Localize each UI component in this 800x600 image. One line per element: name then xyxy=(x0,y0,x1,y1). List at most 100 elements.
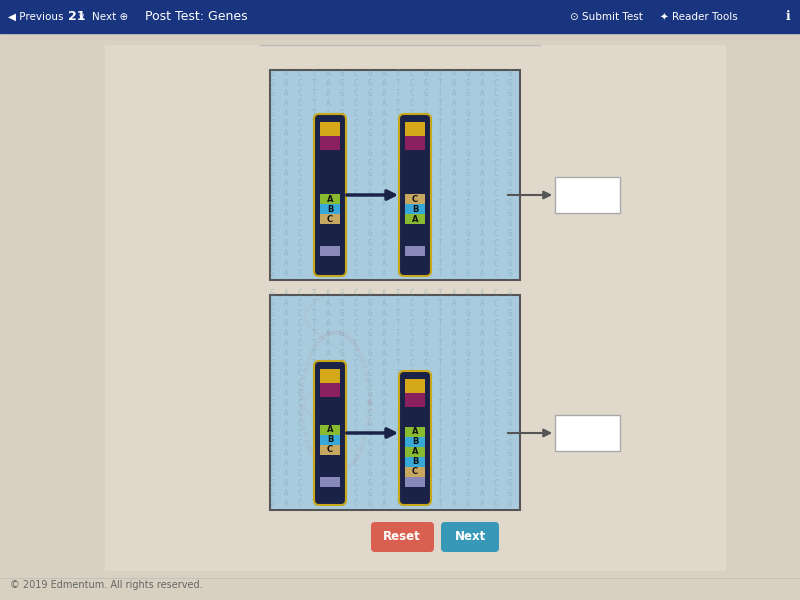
Bar xyxy=(320,122,340,136)
Text: G: G xyxy=(424,119,428,128)
Bar xyxy=(405,194,425,204)
Text: G: G xyxy=(466,389,470,398)
Text: A: A xyxy=(326,259,330,268)
Text: A: A xyxy=(480,129,484,138)
Text: C: C xyxy=(354,259,358,268)
Text: C: C xyxy=(298,399,302,408)
Text: T: T xyxy=(312,339,316,348)
Text: C: C xyxy=(354,239,358,248)
Text: C: C xyxy=(410,259,414,268)
Text: C: C xyxy=(494,339,498,348)
Text: T: T xyxy=(438,219,442,228)
Text: C: C xyxy=(354,449,358,458)
Text: T: T xyxy=(396,119,400,128)
Text: G: G xyxy=(340,249,344,258)
Text: C: C xyxy=(494,369,498,378)
Text: A: A xyxy=(382,299,386,308)
Text: G: G xyxy=(368,329,372,338)
Text: G: G xyxy=(340,439,344,448)
Text: A: A xyxy=(480,79,484,88)
Text: A: A xyxy=(284,69,288,78)
Text: A: A xyxy=(452,319,456,328)
Text: A: A xyxy=(452,499,456,508)
Text: C: C xyxy=(410,349,414,358)
Text: G: G xyxy=(424,289,428,298)
Text: G: G xyxy=(270,179,274,188)
Text: A: A xyxy=(452,439,456,448)
Text: C: C xyxy=(410,209,414,218)
Text: G: G xyxy=(340,199,344,208)
Text: G: G xyxy=(508,139,512,148)
Text: G: G xyxy=(508,79,512,88)
Text: T: T xyxy=(438,299,442,308)
Text: A: A xyxy=(480,429,484,438)
Text: G: G xyxy=(424,109,428,118)
Text: G: G xyxy=(508,209,512,218)
Text: G: G xyxy=(368,109,372,118)
Text: G: G xyxy=(466,289,470,298)
Text: A: A xyxy=(326,249,330,258)
Text: C: C xyxy=(410,439,414,448)
Text: A: A xyxy=(284,319,288,328)
Text: C: C xyxy=(354,379,358,388)
Text: G: G xyxy=(368,219,372,228)
Text: G: G xyxy=(340,69,344,78)
Text: G: G xyxy=(270,459,274,468)
Text: C: C xyxy=(410,419,414,428)
Text: T: T xyxy=(438,239,442,248)
Text: G: G xyxy=(424,439,428,448)
Text: C: C xyxy=(298,309,302,318)
Text: G: G xyxy=(368,159,372,168)
Text: C: C xyxy=(354,489,358,498)
Text: G: G xyxy=(424,339,428,348)
Text: G: G xyxy=(466,209,470,218)
Text: A: A xyxy=(480,199,484,208)
Text: C: C xyxy=(494,79,498,88)
Text: T: T xyxy=(396,169,400,178)
Text: C: C xyxy=(354,409,358,418)
Text: C: C xyxy=(327,214,333,223)
Text: G: G xyxy=(270,489,274,498)
Text: G: G xyxy=(270,399,274,408)
Text: G: G xyxy=(508,309,512,318)
Text: A: A xyxy=(326,429,330,438)
Text: G: G xyxy=(368,129,372,138)
Text: G: G xyxy=(508,319,512,328)
Text: T: T xyxy=(396,109,400,118)
Text: C: C xyxy=(298,339,302,348)
Text: A: A xyxy=(284,389,288,398)
Text: G: G xyxy=(340,129,344,138)
Text: G: G xyxy=(368,169,372,178)
Text: G: G xyxy=(508,439,512,448)
Text: T: T xyxy=(438,209,442,218)
Text: T: T xyxy=(438,449,442,458)
Text: G: G xyxy=(466,99,470,108)
Text: A: A xyxy=(326,119,330,128)
Text: A: A xyxy=(452,469,456,478)
Text: G: G xyxy=(466,269,470,278)
Text: C: C xyxy=(354,459,358,468)
Text: A: A xyxy=(412,214,418,223)
Text: T: T xyxy=(396,489,400,498)
Text: T: T xyxy=(312,309,316,318)
Text: G: G xyxy=(466,409,470,418)
Text: A: A xyxy=(284,89,288,98)
Text: G: G xyxy=(340,179,344,188)
Text: C: C xyxy=(354,359,358,368)
Text: G: G xyxy=(270,259,274,268)
Text: C: C xyxy=(494,299,498,308)
Text: A: A xyxy=(452,239,456,248)
Text: G: G xyxy=(368,449,372,458)
Text: A: A xyxy=(382,259,386,268)
Text: A: A xyxy=(452,449,456,458)
Text: G: G xyxy=(466,129,470,138)
Text: G: G xyxy=(368,89,372,98)
Text: G: G xyxy=(270,209,274,218)
Text: G: G xyxy=(424,99,428,108)
Text: G: G xyxy=(466,329,470,338)
Text: A: A xyxy=(480,479,484,488)
Text: G: G xyxy=(508,429,512,438)
Text: G: G xyxy=(270,89,274,98)
Text: G: G xyxy=(340,259,344,268)
Text: G: G xyxy=(508,69,512,78)
